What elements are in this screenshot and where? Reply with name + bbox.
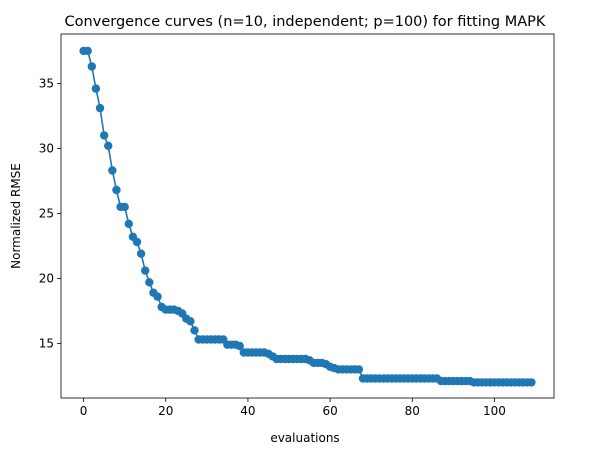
plot-area-frame [60,33,555,399]
data-point [235,341,244,351]
y-tick-label: 25 [39,206,54,220]
data-point [124,219,133,228]
data-point [354,365,364,374]
data-point [136,249,146,258]
x-tick-label: 100 [483,404,506,418]
x-tick-label: 20 [158,404,173,418]
data-point [108,166,117,175]
x-tick-label: 60 [322,404,337,418]
data-point [132,237,142,247]
x-axis-label: evaluations [270,431,339,445]
y-axis-label: Normalized RMSE [9,163,23,269]
data-point [145,278,154,287]
data-point [190,326,199,335]
data-point [95,103,105,113]
x-tick-label: 80 [405,404,420,418]
series-layer [79,46,536,387]
x-axis-ticks: 0 20 40 60 80 100 [80,398,506,418]
data-point [112,185,121,195]
data-point [104,141,113,150]
data-point [99,131,109,140]
data-point [527,378,536,387]
y-tick-label: 35 [39,76,54,90]
data-point [91,84,101,93]
chart-title: Convergence curves (n=10, independent; p… [65,14,546,30]
data-point [120,202,129,212]
data-point [186,317,195,326]
data-point [153,292,162,301]
y-tick-label: 20 [39,271,54,285]
data-point [141,266,150,275]
x-tick-label: 40 [240,404,255,418]
data-point [83,46,92,56]
y-tick-label: 30 [39,141,54,155]
series-line [83,50,532,384]
y-tick-label: 15 [39,336,54,350]
x-tick-label: 0 [80,404,88,418]
axes-layer [60,33,555,399]
data-point [87,62,97,71]
y-axis-ticks: 15 20 25 30 35 [39,76,61,350]
